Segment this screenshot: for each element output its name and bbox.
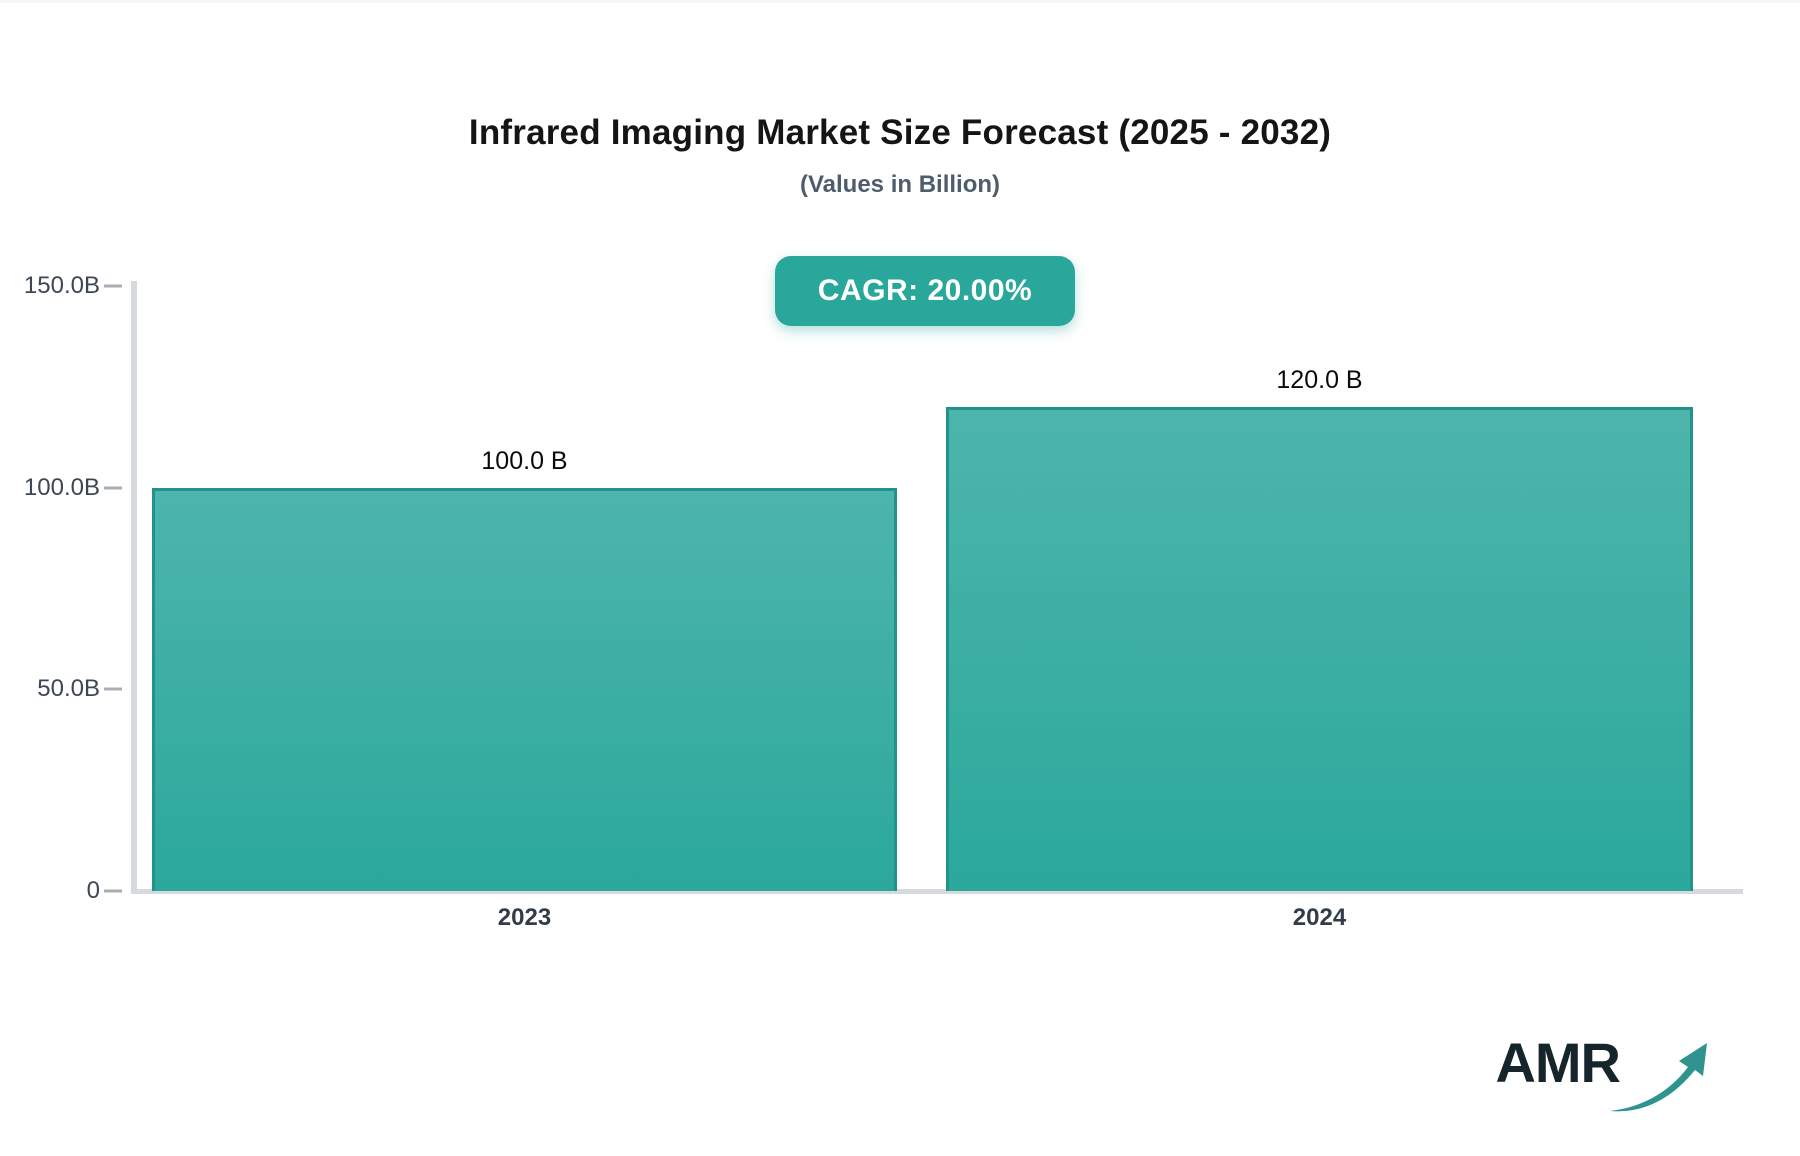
bar-2024[interactable] (946, 407, 1693, 891)
x-axis-line (131, 889, 1743, 894)
cagr-badge: CAGR: 20.00% (775, 256, 1075, 326)
chart-title: Infrared Imaging Market Size Forecast (2… (468, 113, 1332, 152)
cagr-badge-label: CAGR: 20.00% (817, 274, 1033, 307)
y-axis-tick-label: 0 (86, 877, 100, 904)
y-axis-line (131, 281, 137, 894)
y-axis-tick-mark (104, 687, 122, 691)
y-axis-tick-mark (104, 486, 122, 490)
y-axis-tick-label: 50.0B (37, 675, 100, 703)
bar-value-label: 100.0 B (481, 446, 568, 475)
x-axis-category-label: 2024 (1292, 904, 1347, 931)
y-axis-tick-mark (104, 284, 122, 288)
growth-arrow-icon (1608, 1037, 1708, 1120)
x-axis-category-label: 2023 (497, 904, 552, 931)
bar-2023[interactable] (152, 487, 897, 891)
y-axis-tick-mark (104, 889, 122, 893)
y-axis-tick-label: 100.0B (23, 473, 100, 501)
y-axis-tick-label: 150.0B (23, 272, 100, 299)
bar-value-label: 120.0 B (1276, 366, 1363, 394)
amr-logo: AMR (1495, 1033, 1708, 1120)
amr-logo-text: AMR (1495, 1031, 1621, 1094)
chart-subtitle: (Values in Billion) (799, 171, 1001, 198)
